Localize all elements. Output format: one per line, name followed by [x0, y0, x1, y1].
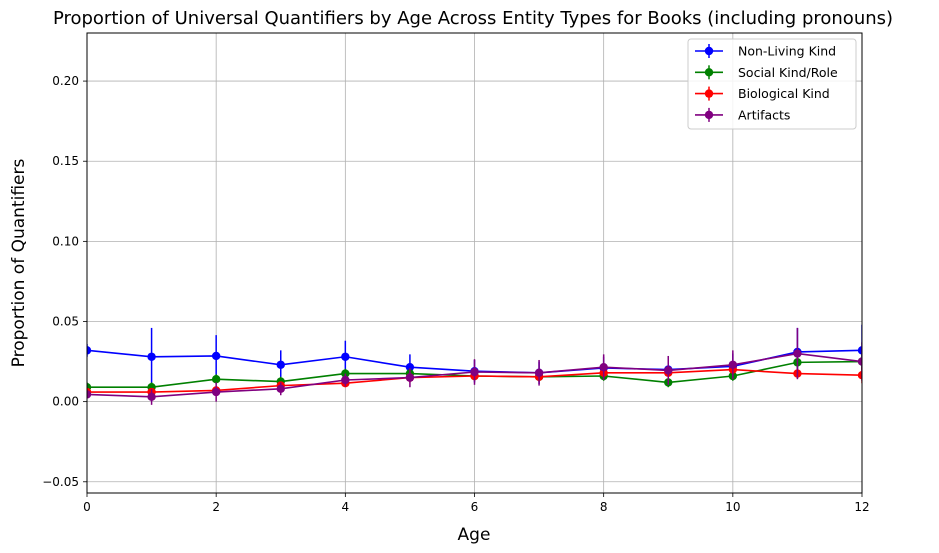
data-point — [211, 351, 221, 361]
legend-label: Biological Kind — [738, 86, 830, 101]
x-tick-label: 2 — [212, 500, 220, 514]
chart-title: Proportion of Universal Quantifiers by A… — [53, 8, 893, 29]
series-artifacts — [87, 327, 862, 405]
data-point — [87, 346, 92, 355]
data-point — [599, 362, 608, 372]
legend-item: Artifacts — [695, 107, 790, 122]
data-point — [857, 346, 862, 355]
data-point — [857, 357, 862, 366]
y-tick-label: −0.05 — [42, 475, 79, 489]
legend-item: Biological Kind — [695, 86, 830, 101]
data-point — [147, 352, 156, 361]
x-tick-label: 6 — [471, 500, 479, 514]
legend-label: Non-Living Kind — [738, 44, 836, 59]
data-point — [664, 366, 673, 375]
y-ticks: −0.05 0.00 0.05 0.10 0.15 0.20 — [42, 74, 87, 489]
legend-swatch-marker — [704, 110, 714, 120]
series-layer — [87, 324, 862, 405]
y-tick-label: 0.00 — [52, 395, 79, 409]
data-point — [147, 392, 156, 402]
legend-swatch-marker — [704, 89, 714, 98]
x-ticks: 0 2 4 6 8 10 12 — [83, 493, 870, 514]
legend: Non-Living Kind Social Kind/Role Biologica… — [687, 38, 857, 130]
legend-item: Non-Living Kind — [695, 44, 836, 59]
y-tick-label: 0.10 — [52, 234, 79, 248]
legend-swatch-marker — [704, 46, 714, 56]
data-point — [211, 375, 221, 384]
legend-swatch-marker — [704, 68, 714, 77]
x-tick-label: 12 — [854, 500, 869, 514]
data-point — [470, 367, 479, 377]
data-point — [534, 368, 544, 377]
data-point — [793, 349, 802, 358]
y-axis-title: Proportion of Quantifiers — [9, 159, 29, 368]
data-point — [341, 375, 350, 385]
x-axis-title: Age — [458, 525, 491, 545]
data-point — [341, 352, 350, 361]
data-point — [211, 387, 221, 397]
data-point — [87, 390, 92, 399]
legend-label: Artifacts — [738, 107, 790, 122]
x-tick-label: 10 — [725, 500, 740, 514]
data-point — [857, 370, 862, 380]
x-tick-label: 8 — [600, 500, 608, 514]
legend-frame — [687, 38, 857, 130]
y-tick-label: 0.20 — [52, 74, 79, 88]
data-point — [276, 384, 285, 394]
data-point — [276, 360, 285, 369]
y-tick-label: 0.15 — [52, 154, 79, 168]
data-point — [405, 373, 415, 382]
legend-item: Social Kind/Role — [695, 65, 838, 80]
x-tick-label: 0 — [83, 500, 91, 514]
y-tick-label: 0.05 — [52, 315, 79, 329]
data-point — [405, 362, 415, 372]
data-point — [728, 360, 738, 369]
legend-label: Social Kind/Role — [738, 65, 838, 80]
x-tick-label: 4 — [342, 500, 350, 514]
